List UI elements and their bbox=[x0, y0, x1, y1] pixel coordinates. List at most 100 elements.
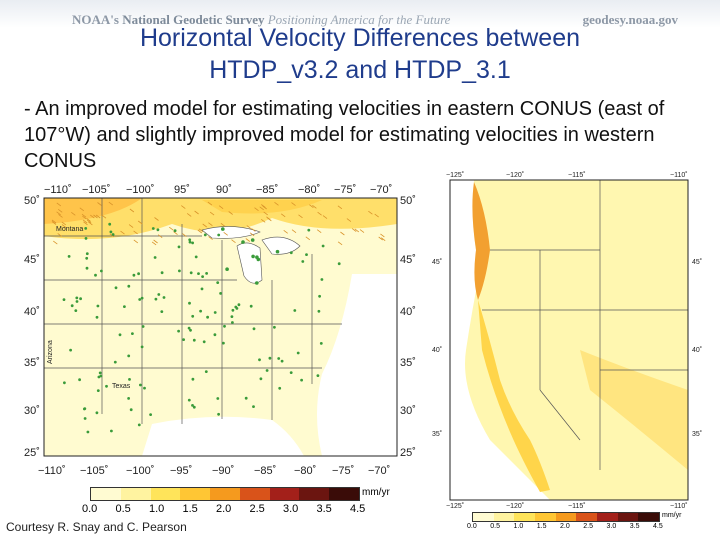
gps-station-dot bbox=[149, 413, 152, 416]
gps-station-dot bbox=[189, 271, 193, 275]
credit-text: Courtesy R. Snay and C. Pearson bbox=[6, 520, 187, 534]
gps-station-dot bbox=[337, 262, 341, 266]
velocity-arrow bbox=[51, 219, 57, 224]
velocity-arrow bbox=[82, 215, 87, 220]
east-map-north-band bbox=[44, 198, 397, 240]
lat-label: 35˚ bbox=[432, 430, 442, 438]
lon-label: −125˚ bbox=[446, 502, 464, 510]
gps-station-dot bbox=[200, 287, 204, 291]
gps-station-dot bbox=[110, 429, 113, 433]
colorbar-cell bbox=[597, 513, 618, 521]
title-line-1: Horizontal Velocity Differences between bbox=[139, 24, 581, 52]
velocity-arrow bbox=[173, 231, 178, 235]
gps-station-dot bbox=[213, 333, 217, 337]
colorbar-tick-label: 2.5 bbox=[249, 503, 265, 515]
velocity-arrow bbox=[337, 241, 343, 246]
west-lon-labels-bottom: −125˚ −120˚ −115˚ −110˚ bbox=[446, 502, 688, 510]
colorbar-cell bbox=[473, 513, 494, 521]
gps-station-dot bbox=[217, 233, 221, 237]
gps-station-dot bbox=[191, 241, 195, 245]
gps-station-dot bbox=[221, 227, 225, 231]
gps-station-dot bbox=[222, 341, 225, 345]
velocity-arrow bbox=[57, 233, 62, 237]
gps-station-dot bbox=[216, 281, 220, 284]
lon-label: −80˚ bbox=[294, 465, 316, 477]
lon-label: −105˚ bbox=[82, 184, 110, 196]
velocity-arrow bbox=[228, 211, 233, 215]
gps-station-dot bbox=[234, 305, 238, 309]
velocity-arrow bbox=[207, 201, 213, 206]
state-boundaries bbox=[44, 198, 342, 424]
southwest-band bbox=[580, 350, 688, 470]
colorbar-tick-label: 0.5 bbox=[115, 503, 131, 515]
lat-label: 45˚ bbox=[432, 258, 442, 266]
velocity-arrow bbox=[280, 213, 286, 218]
colorbar-cell bbox=[120, 488, 151, 500]
gps-station-dot bbox=[321, 244, 325, 248]
gps-station-dot bbox=[318, 294, 321, 298]
colorbar-tick-label: 2.0 bbox=[560, 523, 570, 530]
gps-station-dot bbox=[307, 228, 311, 232]
gps-station-dot bbox=[137, 423, 141, 427]
gps-station-dot bbox=[223, 324, 226, 328]
velocity-arrow bbox=[220, 222, 226, 227]
velocity-arrow bbox=[197, 229, 203, 234]
gps-station-dot bbox=[85, 266, 89, 270]
velocity-arrow bbox=[61, 224, 67, 228]
lat-label: 45˚ bbox=[400, 254, 416, 266]
east-top-lon-labels: −110˚ −105˚ −100˚ 95˚ 90˚ −85˚ −80˚ −75˚… bbox=[44, 184, 392, 196]
gps-station-dot bbox=[320, 278, 324, 281]
velocity-arrow bbox=[291, 229, 297, 234]
gps-station-dot bbox=[173, 229, 177, 233]
gps-station-dot bbox=[258, 358, 261, 362]
gps-station-dot bbox=[70, 304, 74, 308]
site-url[interactable]: geodesy.noaa.gov bbox=[582, 12, 678, 27]
gps-station-dot bbox=[75, 300, 79, 303]
gps-station-dot bbox=[188, 301, 191, 305]
gps-station-dot bbox=[188, 238, 192, 242]
gps-station-dot bbox=[140, 296, 144, 300]
velocity-arrow bbox=[93, 214, 98, 219]
velocity-arrow bbox=[267, 217, 272, 222]
velocity-arrow bbox=[309, 204, 314, 209]
gps-station-dot bbox=[187, 398, 191, 402]
velocity-arrow bbox=[218, 205, 224, 210]
gps-station-dot bbox=[277, 357, 281, 360]
gps-station-dot bbox=[157, 293, 161, 296]
velocity-arrow bbox=[354, 228, 360, 233]
gps-station-dot bbox=[69, 348, 72, 352]
atlantic-ocean bbox=[317, 274, 397, 456]
lon-label: −120˚ bbox=[506, 502, 524, 510]
gps-station-dot bbox=[225, 267, 229, 271]
velocity-arrow bbox=[56, 202, 62, 207]
velocity-arrow bbox=[251, 228, 256, 232]
lon-label: −70˚ bbox=[370, 184, 392, 196]
gps-station-dot bbox=[219, 292, 223, 295]
gps-station-dot bbox=[192, 405, 196, 409]
west-map-svg: −125˚ −120˚ −115˚ −110˚ −125˚ −120˚ −115… bbox=[432, 171, 702, 510]
gps-station-dot bbox=[289, 371, 293, 374]
gps-station-dot bbox=[188, 240, 192, 244]
velocity-arrow bbox=[97, 202, 102, 206]
gps-station-dot bbox=[127, 354, 131, 358]
velocity-arrow bbox=[53, 240, 58, 245]
velocity-arrow bbox=[153, 239, 158, 244]
lat-label: 35˚ bbox=[692, 430, 702, 438]
lon-label: −110˚ bbox=[670, 502, 688, 510]
gps-station-dot bbox=[137, 272, 140, 276]
gps-station-dot bbox=[86, 430, 90, 434]
velocity-arrow bbox=[88, 221, 93, 226]
lon-label: −95˚ bbox=[170, 465, 192, 477]
colorbar-tick-label: 0.0 bbox=[467, 523, 477, 530]
velocity-arrow bbox=[169, 226, 174, 231]
west-lat-labels: 45˚ 40˚ 35˚ 45˚ 40˚ 35˚ bbox=[432, 258, 702, 438]
gps-station-dot bbox=[138, 298, 142, 301]
velocity-arrow bbox=[208, 236, 213, 240]
velocity-arrow bbox=[128, 224, 134, 228]
velocity-arrow bbox=[81, 213, 87, 218]
lat-label: 30˚ bbox=[400, 405, 416, 417]
gps-station-dot bbox=[128, 378, 131, 381]
gps-station-dot bbox=[216, 397, 220, 400]
gps-station-dot bbox=[141, 325, 145, 328]
gps-station-dot bbox=[250, 238, 255, 242]
